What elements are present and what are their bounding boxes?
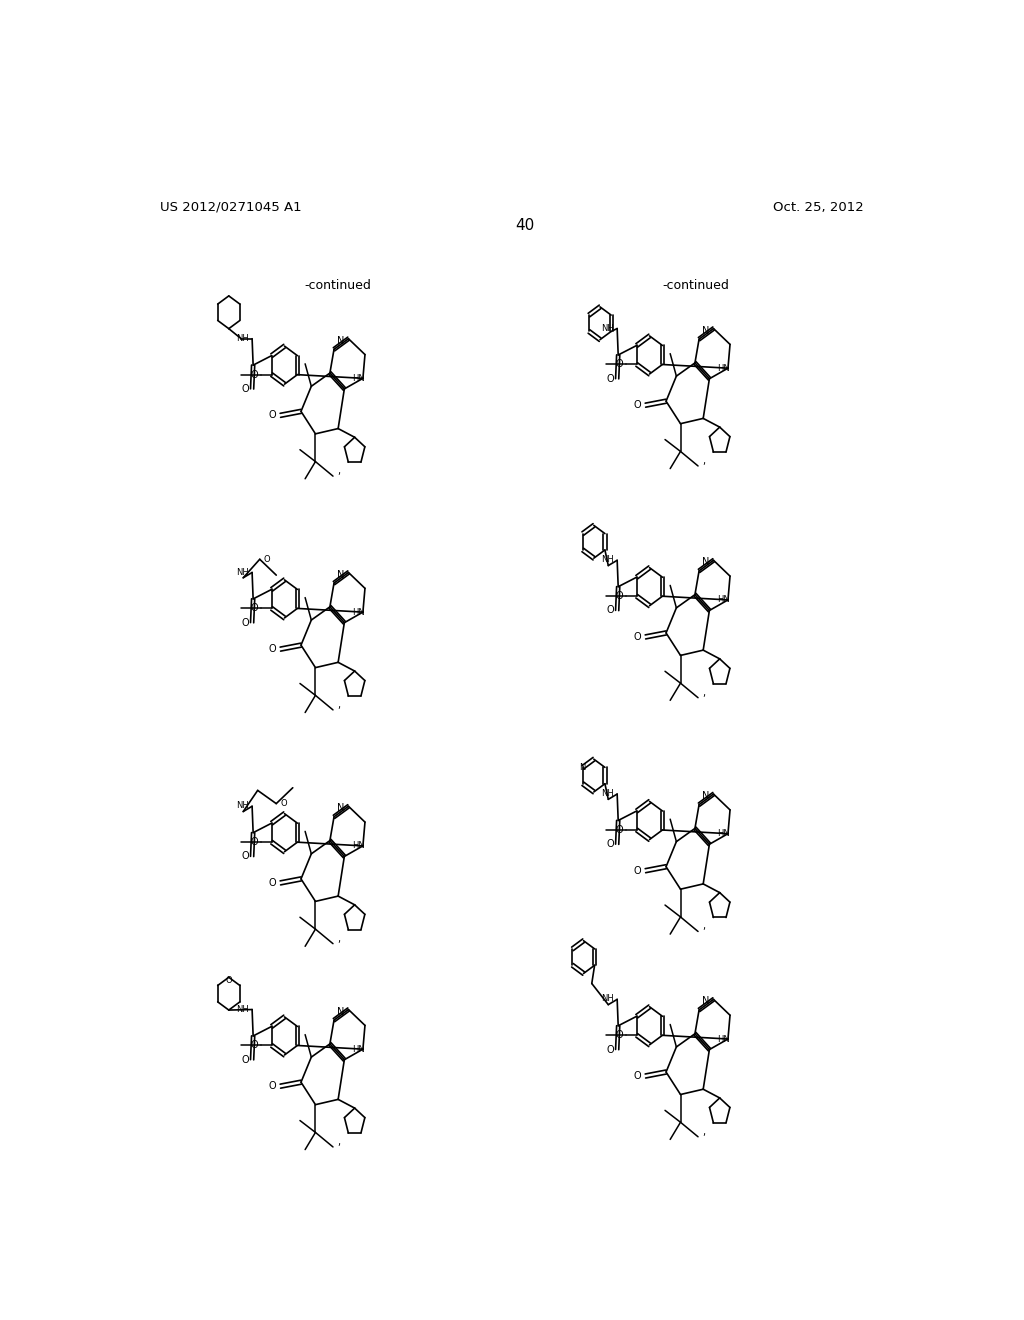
- Text: ,: ,: [337, 933, 340, 944]
- Text: O: O: [242, 618, 249, 628]
- Text: HN: HN: [352, 374, 366, 383]
- Text: N: N: [337, 335, 344, 346]
- Text: O: O: [606, 840, 614, 849]
- Text: HN: HN: [352, 607, 366, 616]
- Text: O: O: [615, 825, 624, 836]
- Text: Oct. 25, 2012: Oct. 25, 2012: [773, 201, 864, 214]
- Text: O: O: [634, 1071, 641, 1081]
- Text: N: N: [337, 804, 344, 813]
- Text: O: O: [606, 606, 614, 615]
- Text: N: N: [702, 791, 710, 801]
- Text: O: O: [606, 1044, 614, 1055]
- Text: NH: NH: [601, 323, 614, 333]
- Text: ,: ,: [337, 700, 340, 710]
- Text: O: O: [634, 400, 641, 411]
- Text: O: O: [281, 799, 287, 808]
- Text: ,: ,: [337, 1137, 340, 1147]
- Text: ,: ,: [337, 466, 340, 477]
- Text: -continued: -continued: [305, 279, 372, 292]
- Text: O: O: [242, 384, 249, 393]
- Text: O: O: [615, 1031, 624, 1040]
- Text: -continued: -continued: [662, 279, 729, 292]
- Text: N: N: [580, 763, 586, 772]
- Text: O: O: [251, 837, 258, 847]
- Text: ,: ,: [702, 455, 706, 466]
- Text: O: O: [268, 411, 276, 420]
- Text: O: O: [268, 644, 276, 655]
- Text: HN: HN: [718, 595, 730, 605]
- Text: O: O: [251, 603, 258, 614]
- Text: ,: ,: [702, 921, 706, 932]
- Text: N: N: [337, 569, 344, 579]
- Text: N: N: [702, 326, 710, 335]
- Text: O: O: [606, 374, 614, 384]
- Text: NH: NH: [601, 994, 614, 1003]
- Text: HN: HN: [718, 829, 730, 838]
- Text: N: N: [702, 557, 710, 568]
- Text: HN: HN: [718, 1035, 730, 1044]
- Text: O: O: [634, 866, 641, 875]
- Text: O: O: [251, 370, 258, 380]
- Text: HN: HN: [352, 1044, 366, 1053]
- Text: O: O: [615, 591, 624, 601]
- Text: ,: ,: [702, 1127, 706, 1137]
- Text: O: O: [268, 1081, 276, 1092]
- Text: HN: HN: [718, 364, 730, 372]
- Text: ,: ,: [702, 688, 706, 697]
- Text: NH: NH: [237, 568, 249, 577]
- Text: US 2012/0271045 A1: US 2012/0271045 A1: [161, 201, 302, 214]
- Text: HN: HN: [352, 841, 366, 850]
- Text: NH: NH: [237, 1005, 249, 1014]
- Text: NH: NH: [601, 789, 614, 799]
- Text: O: O: [264, 554, 270, 564]
- Text: O: O: [634, 632, 641, 642]
- Text: O: O: [242, 851, 249, 862]
- Text: 40: 40: [515, 218, 535, 234]
- Text: NH: NH: [237, 801, 249, 810]
- Text: O: O: [268, 878, 276, 888]
- Text: NH: NH: [237, 334, 249, 343]
- Text: N: N: [337, 1007, 344, 1016]
- Text: O: O: [225, 975, 232, 985]
- Text: O: O: [615, 359, 624, 370]
- Text: O: O: [251, 1040, 258, 1051]
- Text: NH: NH: [601, 556, 614, 565]
- Text: N: N: [702, 997, 710, 1006]
- Text: O: O: [242, 1055, 249, 1065]
